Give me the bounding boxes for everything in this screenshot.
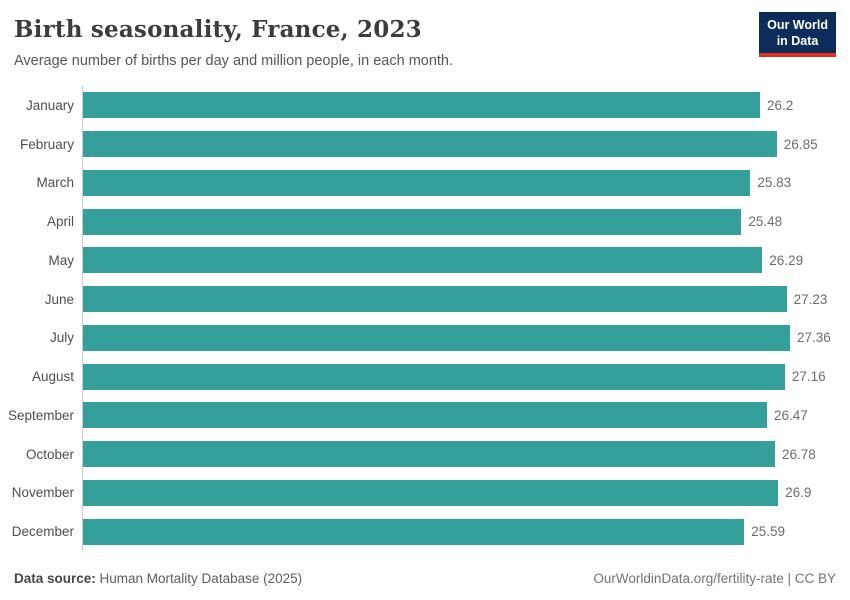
category-label: December (11, 524, 74, 540)
category-label: November (11, 485, 74, 501)
category-label: July (49, 330, 74, 346)
y-axis-line (82, 86, 83, 551)
category-label: January (25, 97, 74, 113)
category-label: October (25, 446, 74, 462)
category-label: August (31, 369, 74, 385)
value-label: 26.2 (766, 97, 794, 113)
bar-row: July 27.36 (0, 319, 850, 358)
bar[interactable] (82, 131, 777, 158)
value-label: 26.78 (781, 446, 816, 462)
bar-row: February 26.85 (0, 125, 850, 164)
bar[interactable] (82, 286, 787, 313)
value-label: 26.9 (785, 485, 812, 501)
bar-row: December 25.59 (0, 512, 850, 551)
bar-row: January 26.2 (0, 86, 850, 125)
owid-logo-line2: in Data (776, 34, 819, 48)
value-label: 26.47 (773, 407, 808, 423)
value-label: 26.29 (769, 252, 804, 268)
value-label: 26.85 (783, 136, 818, 152)
value-label: 27.23 (793, 291, 828, 307)
category-label: February (19, 136, 74, 152)
bar[interactable] (82, 92, 760, 119)
value-label: 27.16 (791, 369, 826, 385)
bar[interactable] (82, 402, 767, 429)
bar-row: June 27.23 (0, 280, 850, 319)
bar[interactable] (82, 324, 790, 351)
value-label: 25.48 (748, 214, 783, 230)
bar[interactable] (82, 247, 763, 274)
bar-row: August 27.16 (0, 357, 850, 396)
bar-row: October 26.78 (0, 435, 850, 474)
bar[interactable] (82, 363, 785, 390)
bar-chart: January 26.2 February 26.85 March 25.83 April 2… (0, 86, 850, 551)
attribution-text: OurWorldinData.org/fertility-rate | CC B… (593, 571, 836, 586)
bar-row: April 25.48 (0, 202, 850, 241)
category-label: March (36, 175, 74, 191)
data-source-text: Human Mortality Database (2025) (95, 571, 303, 586)
chart-subtitle: Average number of births per day and mil… (14, 52, 454, 69)
category-label: April (46, 214, 74, 230)
page-title: Birth seasonality, France, 2023 (14, 16, 422, 43)
bar-row: November 26.9 (0, 474, 850, 513)
category-label: May (48, 252, 74, 268)
value-label: 27.36 (797, 330, 831, 346)
bar[interactable] (82, 169, 751, 196)
data-source-note: Data source: Human Mortality Database (2… (14, 571, 302, 586)
bar[interactable] (82, 441, 775, 468)
owid-logo[interactable]: Our World in Data (759, 12, 836, 57)
bar-row: May 26.29 (0, 241, 850, 280)
bar[interactable] (82, 479, 779, 506)
footer: Data source: Human Mortality Database (2… (14, 571, 836, 586)
chart-header: Birth seasonality, France, 2023 Average … (0, 0, 850, 69)
bar[interactable] (82, 208, 742, 235)
bar[interactable] (82, 518, 745, 545)
owid-logo-line1: Our World (767, 18, 828, 32)
data-source-label: Data source: (14, 571, 96, 586)
category-label: June (44, 291, 74, 307)
bar-row: March 25.83 (0, 164, 850, 203)
value-label: 25.83 (757, 175, 792, 191)
value-label: 25.59 (751, 524, 785, 540)
category-label: September (7, 407, 74, 423)
bar-row: September 26.47 (0, 396, 850, 435)
